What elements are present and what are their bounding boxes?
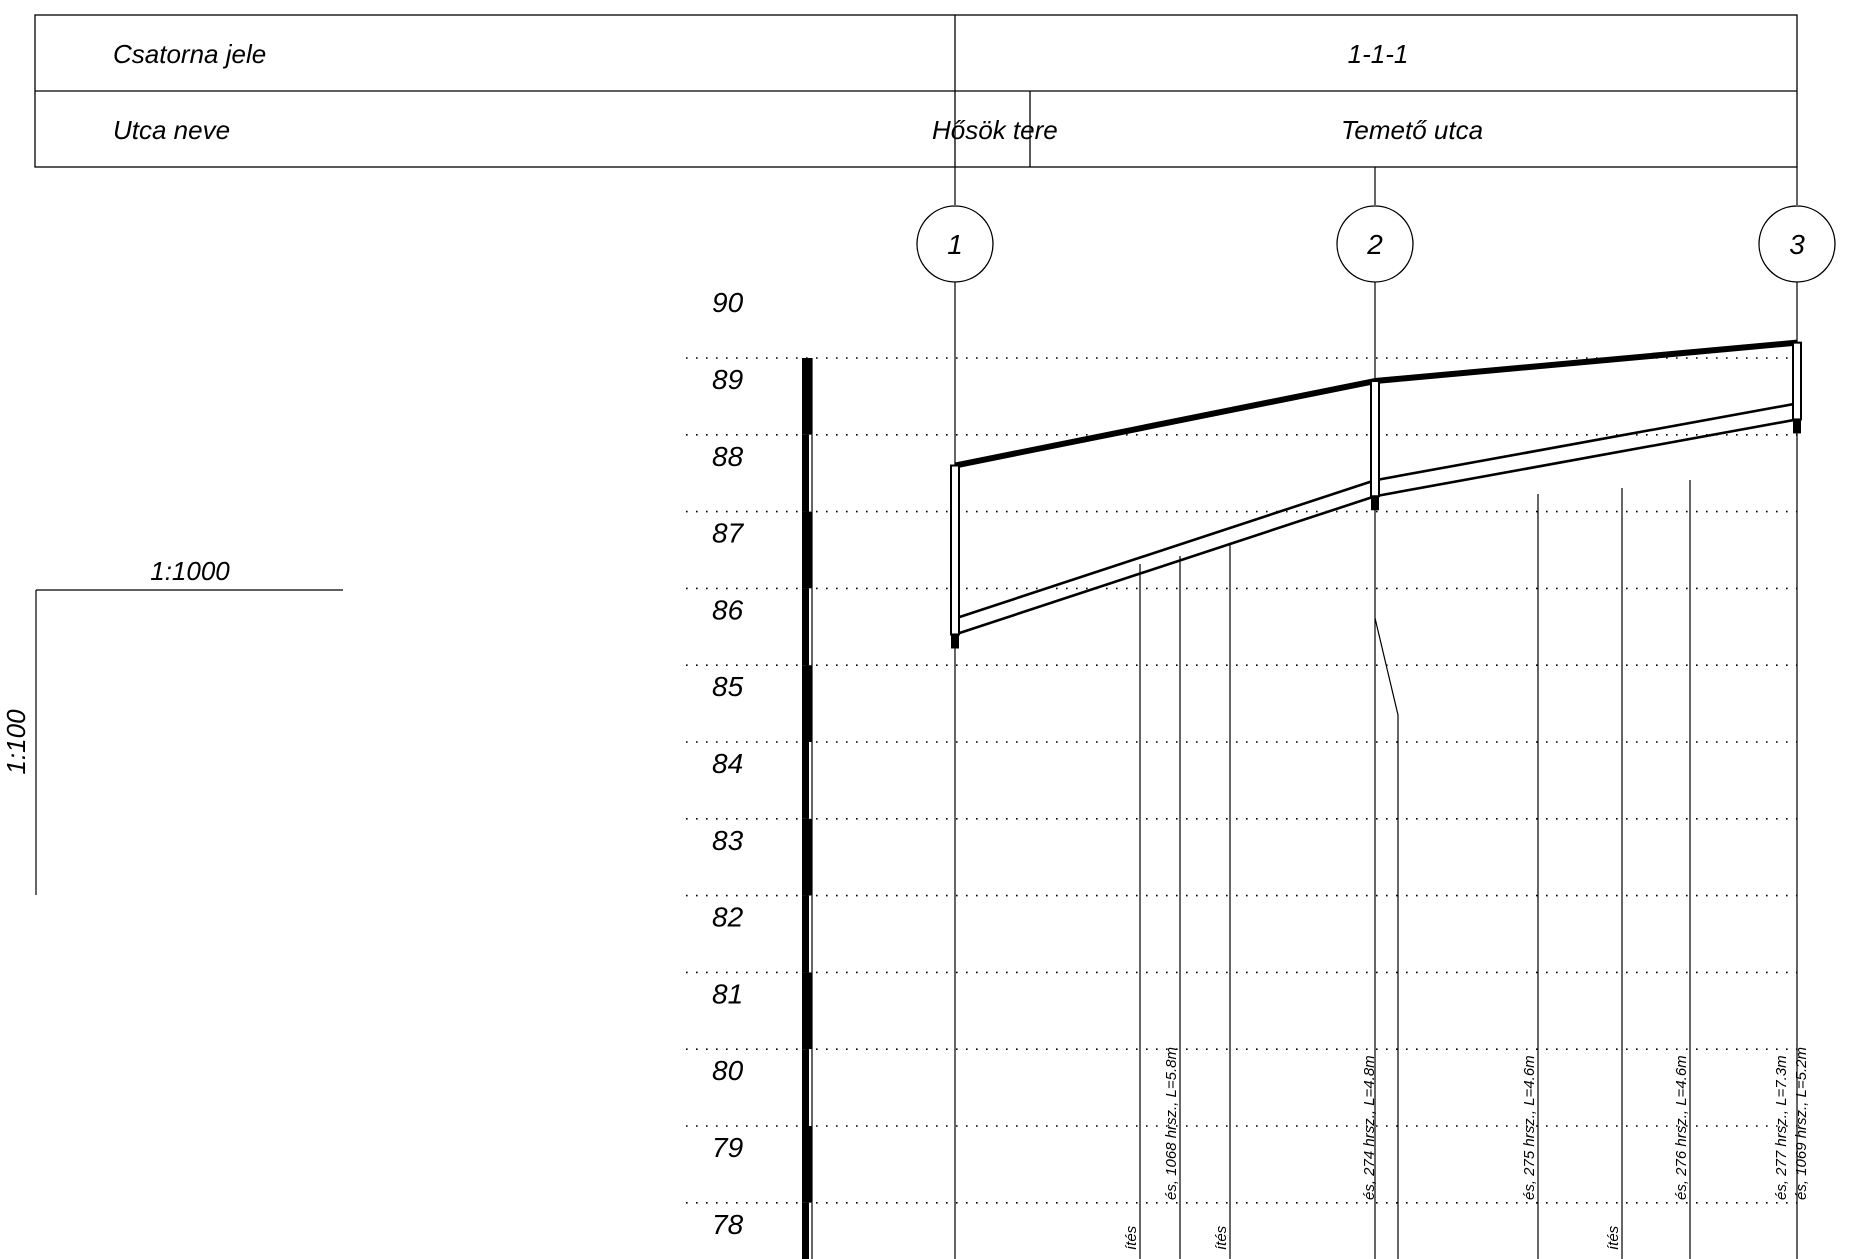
manhole-shaft: [1792, 341, 1802, 421]
street-name-2: Temető utca: [1341, 115, 1483, 145]
scale-bar-segment: [802, 1202, 809, 1259]
connection-label: és, 277 hrsz., L=7.3m: [1773, 1055, 1790, 1200]
elevation-label: 88: [712, 441, 744, 472]
scale-bar-segment: [809, 1049, 812, 1126]
pipe-invert-line: [954, 495, 1376, 636]
elevation-grid: 90 89 88 87 86 85 84 83 82 81 80 79 78: [686, 287, 1797, 1240]
scale-bar-segment: [809, 818, 812, 896]
connection-label: és, 1068 hrsz., L=5.8m: [1163, 1047, 1180, 1200]
channel-label: Csatorna jele: [113, 39, 266, 69]
scale-bar-segment: [809, 742, 812, 819]
scale-bar-segment: [802, 895, 809, 973]
pipe-invert-line: [1374, 418, 1798, 498]
elevation-label: 79: [712, 1132, 743, 1163]
connection-label: és, 275 hrsz., L=4.6m: [1521, 1055, 1538, 1200]
terrain-line: [954, 378, 1376, 469]
connection-label: és, 1069 hrsz., L=5.2m: [1793, 1047, 1810, 1200]
scale-bar-segment: [809, 358, 812, 435]
scale-bar-segment: [809, 1202, 812, 1259]
scale-bar-segment: [802, 1049, 809, 1126]
scale-bar-segment: [802, 511, 809, 589]
vertical-scale: 1:100: [1, 709, 31, 775]
scale-bar-segment: [809, 1126, 812, 1203]
street-name-1: Hősök tere: [932, 115, 1058, 145]
elevation-label: 85: [712, 671, 744, 702]
scale-bar-segment: [802, 742, 809, 819]
terrain-line: [1374, 339, 1798, 385]
elevation-label: 89: [712, 364, 743, 395]
manhole-base: [1793, 419, 1801, 434]
elevation-label: 82: [712, 902, 744, 933]
scale-bar-segment: [802, 434, 809, 512]
connection-label: ítés: [1213, 1225, 1230, 1250]
elevation-scale-bar: [802, 358, 813, 1259]
scale-bar-segment: [809, 895, 812, 973]
elevation-label: 90: [712, 287, 744, 318]
node-label: 3: [1789, 229, 1805, 260]
pipe-profile: [950, 339, 1802, 1259]
scale-bar-segment: [802, 358, 809, 435]
elevation-label: 83: [712, 825, 744, 856]
elevation-label: 81: [712, 978, 743, 1009]
elevation-label: 80: [712, 1055, 744, 1086]
manhole-base: [1371, 496, 1379, 511]
manhole-shaft: [950, 464, 960, 636]
node-label: 2: [1366, 229, 1383, 260]
connection-label: és, 276 hrsz., L=4.6m: [1673, 1055, 1690, 1200]
pipe-crown-line: [954, 479, 1376, 620]
street-name-label: Utca neve: [113, 115, 230, 145]
elevation-label: 86: [712, 594, 744, 625]
manhole-nodes: 1 2 3: [916, 167, 1836, 1259]
scale-bar-segment: [809, 511, 812, 589]
manhole-base: [951, 634, 959, 649]
node-label: 1: [947, 229, 963, 260]
scale-bar-segment: [809, 434, 812, 512]
manhole-shaft: [1370, 380, 1380, 498]
horizontal-scale: 1:1000: [150, 556, 230, 586]
scale-bar-segment: [809, 972, 812, 1050]
scale-bar-segment: [802, 665, 809, 742]
house-connections: ítés és, 1068 hrsz., L=5.8m ítés és, 274 hr…: [1123, 480, 1810, 1259]
scale-bar-segment: [809, 665, 812, 742]
scale-bar-segment: [802, 588, 809, 666]
elevation-label: 87: [712, 518, 745, 549]
scale-bar-segment: [802, 1126, 809, 1203]
leader-line: [1374, 617, 1399, 1259]
connection-label: ítés: [1123, 1225, 1140, 1250]
pipe-crown-line: [1374, 402, 1798, 482]
elevation-label: 84: [712, 748, 743, 779]
header-table: Csatorna jele 1-1-1 Utca neve Hősök tere…: [34, 14, 1798, 168]
scale-bar-segment: [809, 588, 812, 666]
connection-label: ítés: [1605, 1225, 1622, 1250]
scale-bar-segment: [802, 818, 809, 896]
elevation-label: 78: [712, 1209, 744, 1240]
channel-id: 1-1-1: [1348, 39, 1409, 69]
scale-indicator: 1:1000 1:100: [1, 556, 343, 895]
connection-label: és, 274 hrsz., L=4.8m: [1361, 1055, 1378, 1200]
scale-bar-segment: [802, 972, 809, 1050]
